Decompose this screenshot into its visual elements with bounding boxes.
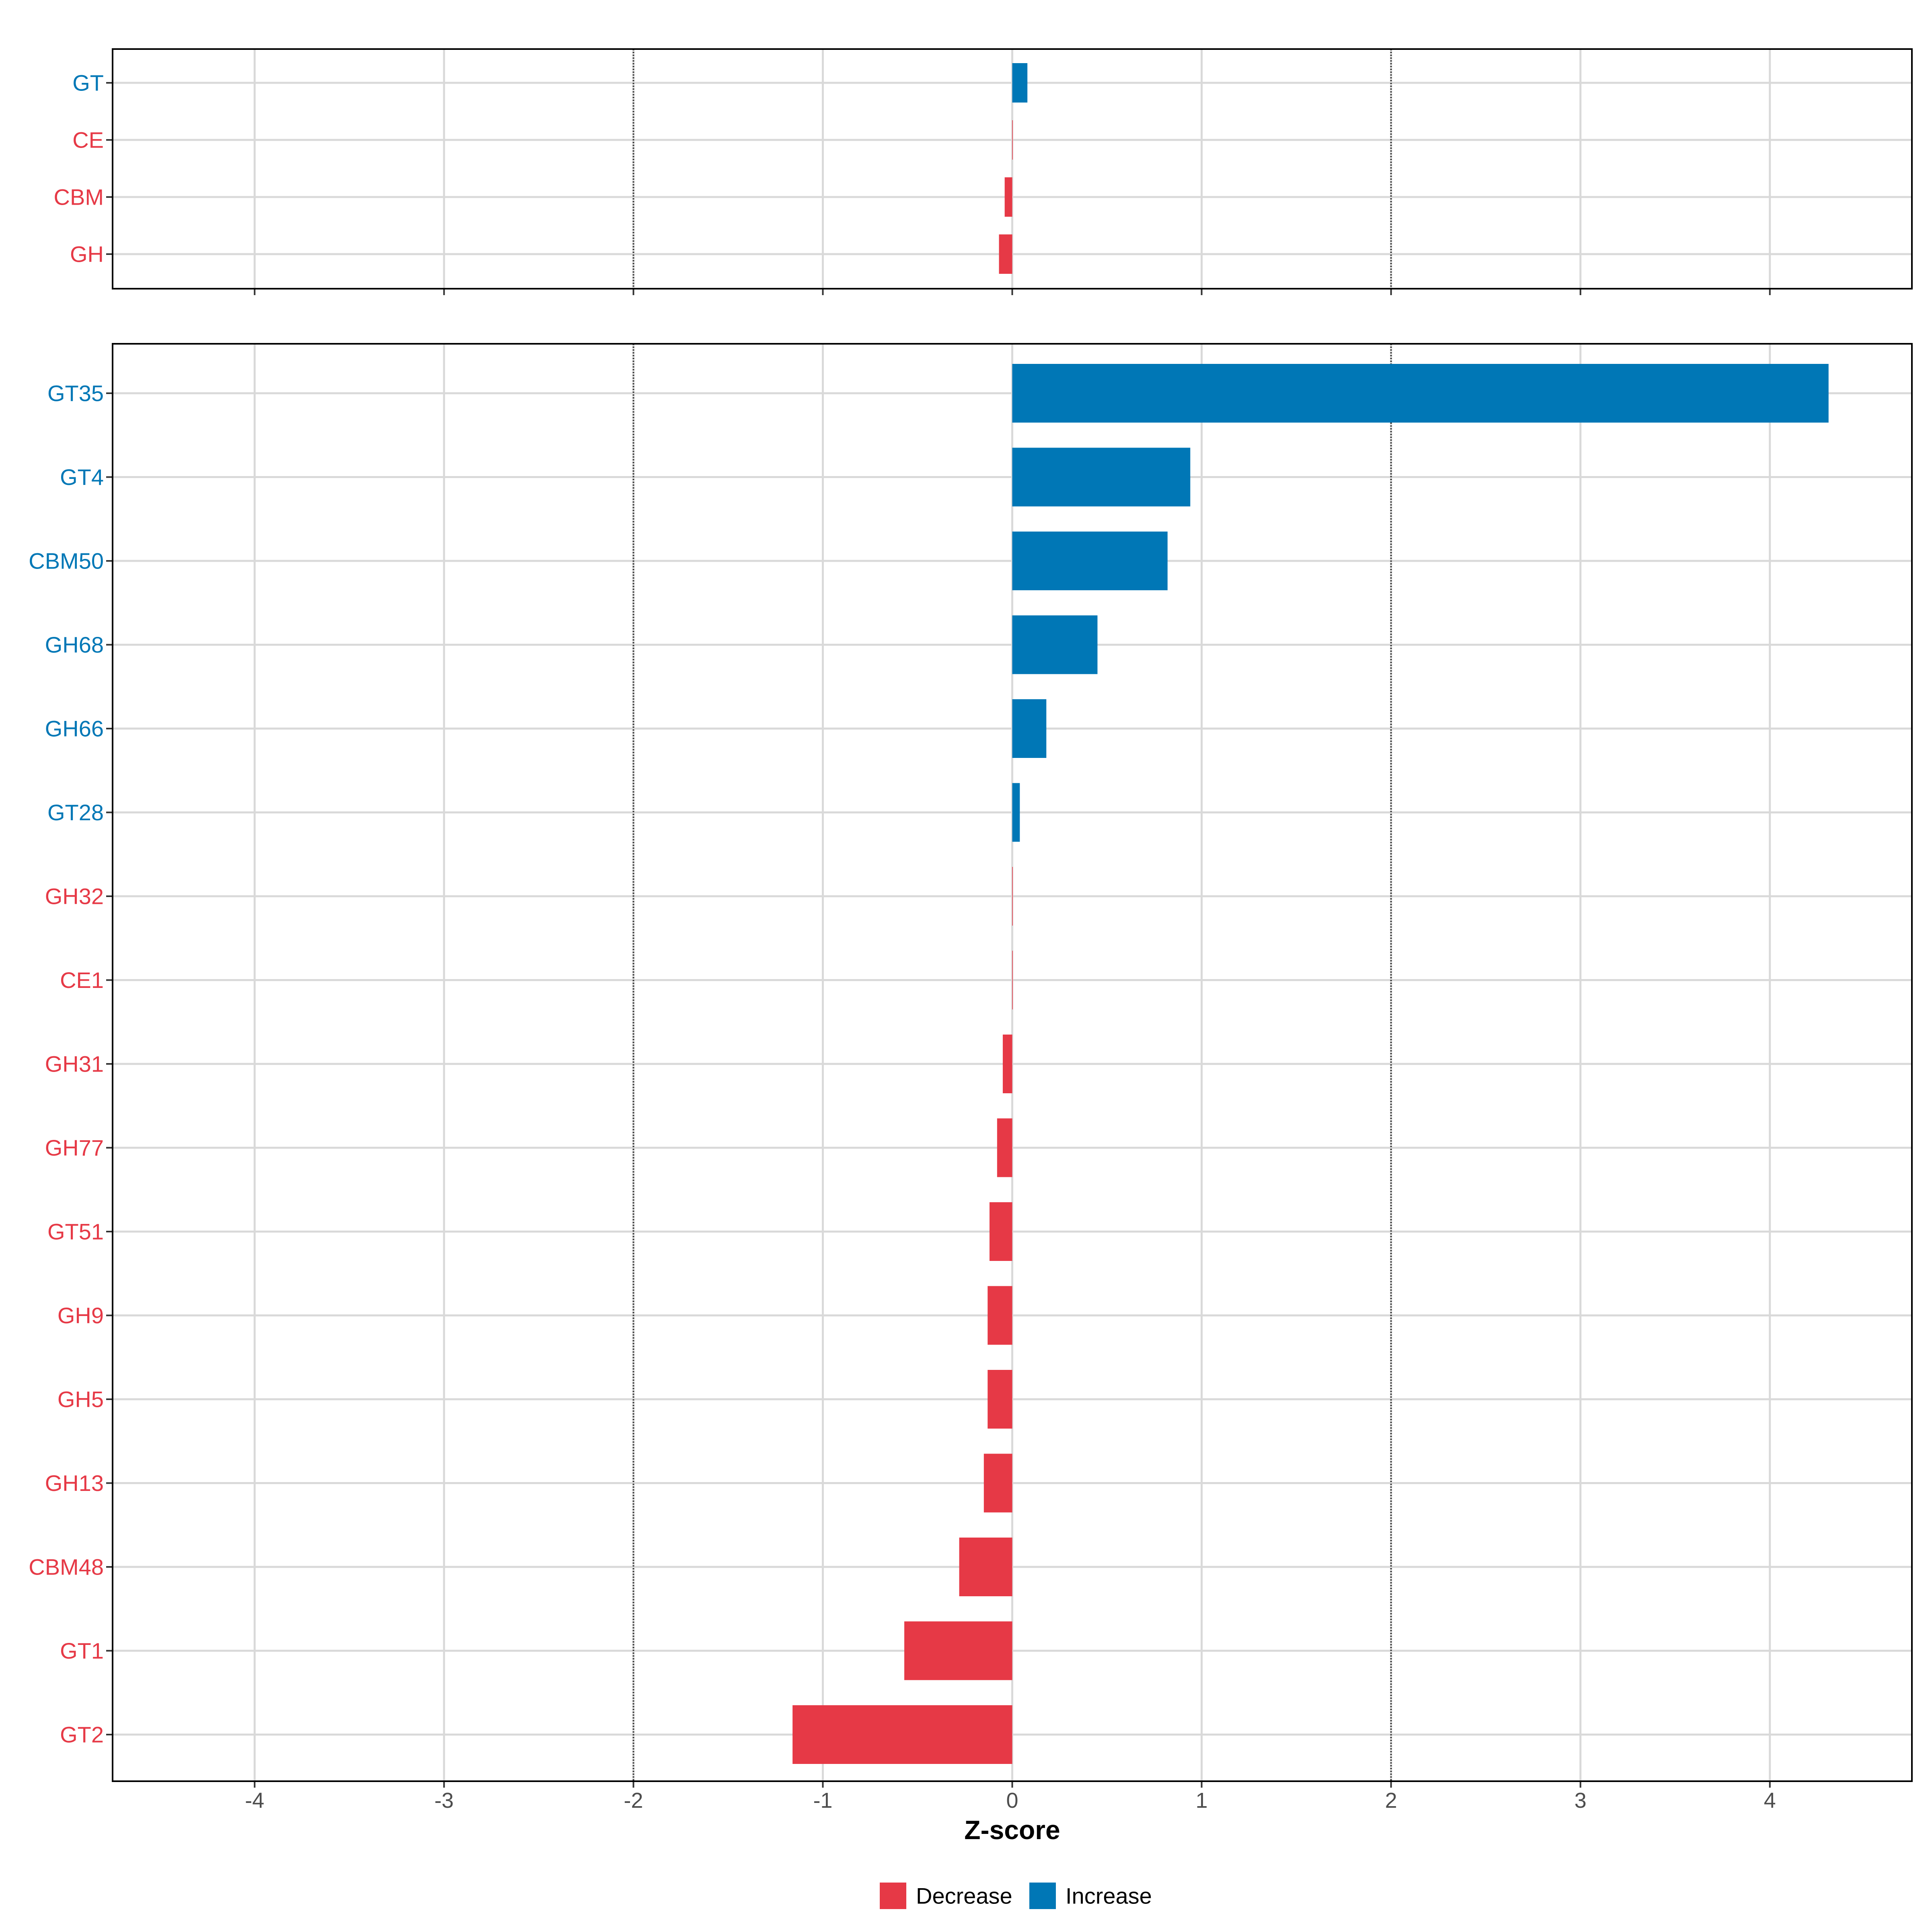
x-tick-label: -1 [813, 1788, 832, 1813]
y-tick-label-GT2: GT2 [60, 1722, 104, 1747]
legend-swatch-decrease [880, 1883, 906, 1909]
panel-class-level: GT CE CBM GH [54, 48, 1913, 295]
y-tick-label-GH66: GH66 [45, 716, 104, 741]
bar-GH31 [1002, 1035, 1012, 1093]
y-tick-label-CBM48: CBM48 [29, 1554, 104, 1580]
bar-CBM [1004, 177, 1012, 217]
y-tick-label-CBM: CBM [54, 185, 104, 210]
y-tick-label-GH: GH [70, 242, 104, 267]
x-tick-label: 0 [1006, 1788, 1018, 1813]
bar-GT35 [1012, 364, 1829, 423]
y-tick-label-GH68: GH68 [45, 632, 104, 657]
x-tick-label: -3 [434, 1788, 454, 1813]
y-tick-label-CE: CE [72, 127, 104, 153]
bar-CBM48 [959, 1538, 1012, 1596]
legend-label-decrease: Decrease [916, 1883, 1012, 1909]
x-axis-title: Z-score [964, 1815, 1060, 1845]
panel-family-level: GT35 GT4 CBM50 GH68 GH66 GT28 GH32 CE1 GH31 GH77 G… [29, 343, 1913, 1788]
legend: Decrease Increase [880, 1883, 1152, 1909]
y-tick-label-GH32: GH32 [45, 884, 104, 909]
y-tick-label-GH9: GH9 [57, 1303, 104, 1328]
panel-border [112, 343, 1913, 1782]
y-tick-label-GT1: GT1 [60, 1638, 104, 1663]
x-tick-label: 2 [1385, 1788, 1397, 1813]
bar-GH13 [983, 1454, 1012, 1513]
bar-GT28 [1012, 783, 1020, 842]
x-tick-label: 3 [1575, 1788, 1587, 1813]
bar-CBM50 [1012, 532, 1168, 590]
bar-CE [1012, 120, 1013, 160]
x-tick-label: -4 [245, 1788, 264, 1813]
x-tick-label: 4 [1764, 1788, 1776, 1813]
y-tick-label-GH31: GH31 [45, 1051, 104, 1077]
y-tick-label-GH77: GH77 [45, 1135, 104, 1160]
bar-GT1 [904, 1621, 1012, 1680]
y-tick-label-GT: GT [72, 70, 104, 96]
bar-GT4 [1012, 448, 1191, 507]
bar-GH68 [1012, 615, 1098, 674]
y-tick-label-GT28: GT28 [47, 800, 104, 825]
bar-GH9 [988, 1286, 1012, 1345]
legend-swatch-increase [1029, 1883, 1056, 1909]
x-tick-label: 1 [1196, 1788, 1208, 1813]
y-tick-label-CBM50: CBM50 [29, 548, 104, 574]
bar-CE1 [1012, 951, 1013, 1010]
bar-GH [999, 234, 1012, 274]
bar-GH5 [988, 1370, 1012, 1429]
bar-GH77 [997, 1118, 1012, 1177]
x-tick-label: -2 [624, 1788, 643, 1813]
y-tick-label-GT51: GT51 [47, 1219, 104, 1244]
y-tick-label-GT4: GT4 [60, 464, 104, 490]
y-tick-label-GT35: GT35 [47, 381, 104, 406]
bar-GT51 [989, 1202, 1012, 1261]
bar-GT [1012, 63, 1028, 103]
y-tick-label-GH5: GH5 [57, 1387, 104, 1412]
bar-GH66 [1012, 699, 1047, 758]
bar-GH32 [1012, 867, 1013, 926]
panel-border [112, 48, 1913, 289]
bar-GT2 [793, 1705, 1012, 1764]
y-tick-label-GH13: GH13 [45, 1470, 104, 1496]
y-tick-label-CE1: CE1 [60, 967, 104, 993]
legend-label-increase: Increase [1066, 1883, 1152, 1909]
